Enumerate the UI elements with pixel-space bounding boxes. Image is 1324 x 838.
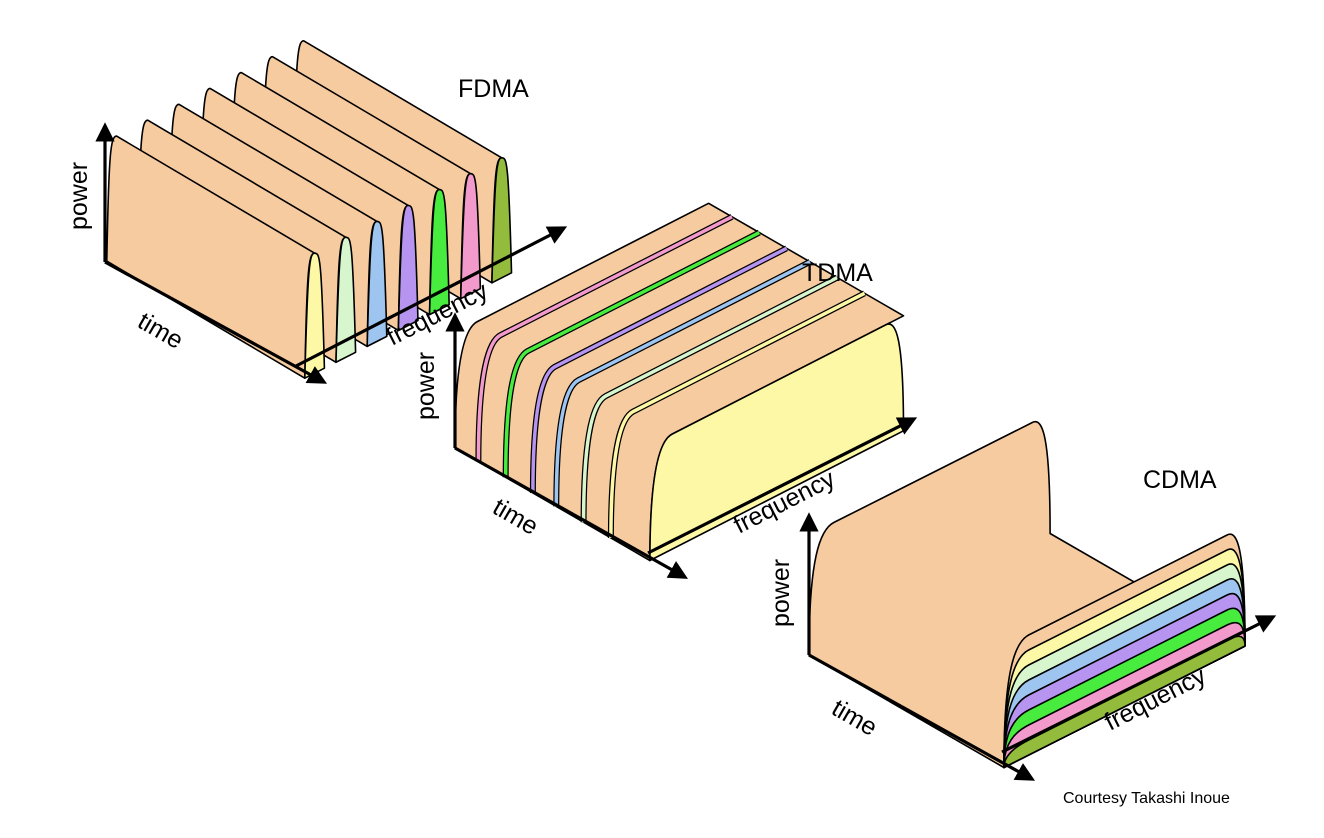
cdma-power-label: power	[767, 559, 795, 627]
fdma-ridge-face-1	[304, 252, 326, 379]
tdma-time-slots	[454, 202, 905, 562]
tdma-power-label: power	[412, 352, 440, 420]
fdma-title: FDMA	[458, 75, 529, 103]
credit-text: Courtesy Takashi Inoue	[1063, 790, 1230, 807]
tdma-title: TDMA	[802, 259, 873, 287]
tdma-panel: TDMA power time frequency	[412, 202, 918, 579]
fdma-channel-ridges	[105, 39, 513, 379]
tdma-slot-2	[503, 231, 761, 478]
cdma-time-label: time	[827, 694, 882, 742]
tdma-slot-6	[609, 291, 866, 539]
fdma-ridge-face-3	[366, 220, 388, 348]
fdma-ridge-face-2	[335, 236, 357, 364]
tdma-frequency-axis	[647, 417, 918, 555]
tdma-slot-1	[476, 215, 733, 462]
fdma-frequency-axis	[295, 226, 568, 368]
cdma-frequency-axis	[1001, 615, 1277, 754]
tdma-slot-3	[531, 246, 788, 494]
tdma-slot-5	[581, 276, 839, 523]
tdma-slot-4	[554, 260, 811, 507]
tdma-time-axis	[454, 446, 689, 579]
fdma-panel: FDMA power time frequency	[65, 39, 568, 384]
tdma-time-label: time	[488, 493, 543, 541]
fdma-power-label: power	[65, 162, 93, 230]
fdma-ridge-face-6	[459, 172, 482, 300]
cdma-panel: CDMA power time frequency	[767, 420, 1277, 781]
fdma-time-axis	[104, 260, 328, 384]
fdma-ridge-face-4	[397, 204, 419, 332]
tdma-front-slot	[649, 323, 905, 562]
fdma-ridge-face-7	[491, 157, 513, 284]
fdma-ridge-face-5	[428, 188, 450, 316]
cdma-title: CDMA	[1143, 466, 1217, 494]
fdma-time-label: time	[133, 307, 188, 355]
cdma-time-axis	[808, 653, 1036, 781]
